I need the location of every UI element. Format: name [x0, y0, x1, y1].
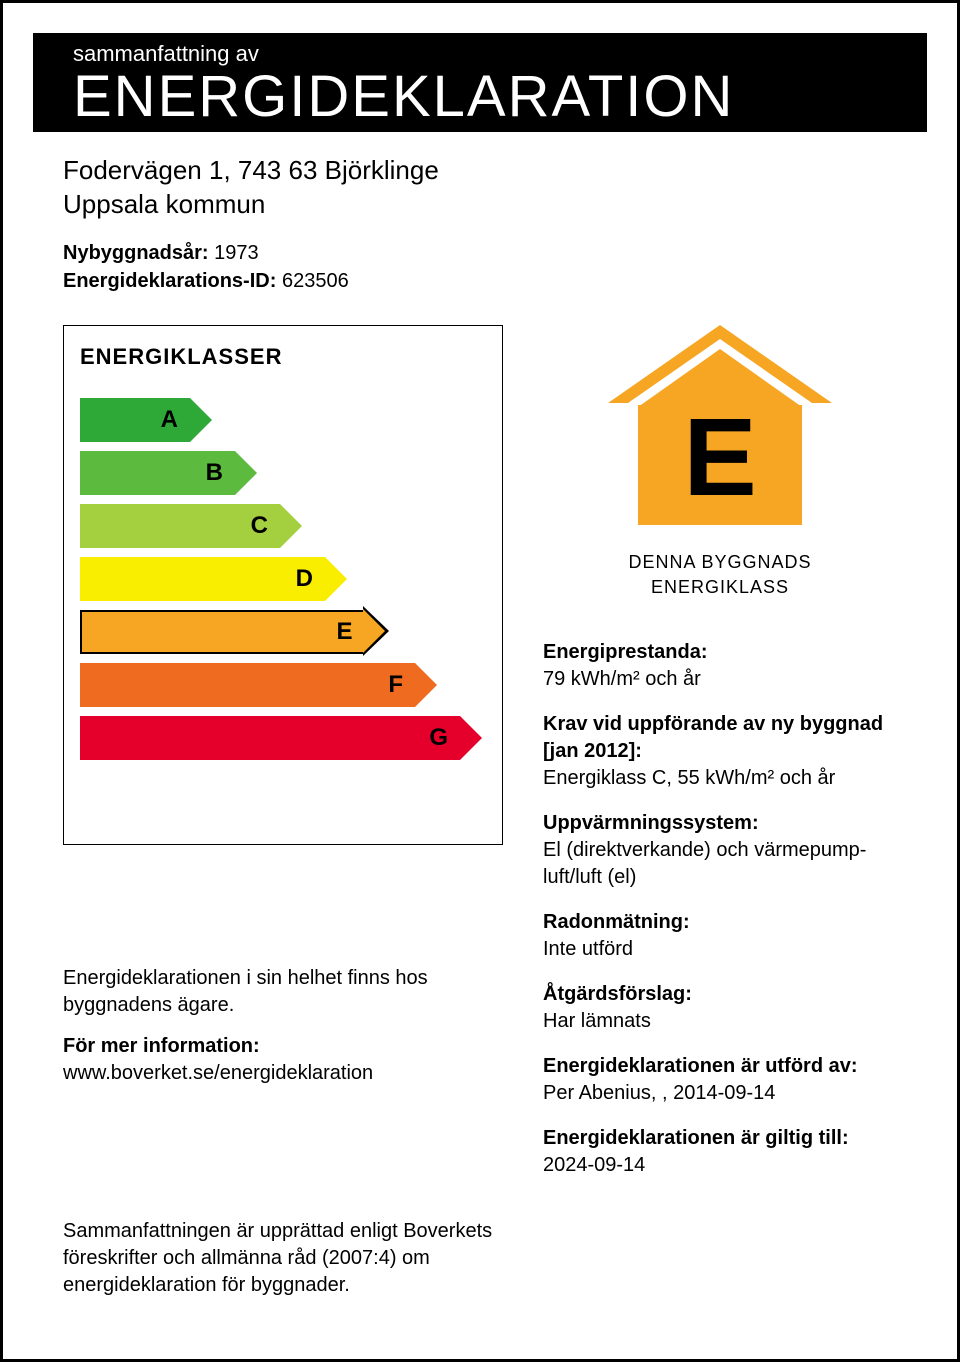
energy-bar-A: A — [80, 398, 486, 442]
meta-year: Nybyggnadsår: 1973 — [63, 239, 897, 267]
info-label: Energideklarationen är giltig till: — [543, 1125, 897, 1152]
energy-bar-label: C — [80, 504, 280, 548]
meta-year-label: Nybyggnadsår: — [63, 242, 209, 264]
content-area: Fodervägen 1, 743 63 Björklinge Uppsala … — [3, 132, 957, 1197]
energy-bar-label: A — [80, 398, 190, 442]
footer-note: Sammanfattningen är upprättad enligt Bov… — [63, 1218, 503, 1299]
energy-bar-label: B — [80, 451, 235, 495]
info-block: Energiprestanda:79 kWh/m² och år — [543, 639, 897, 693]
energy-bar-D: D — [80, 557, 486, 601]
energiklasser-title: ENERGIKLASSER — [80, 344, 486, 370]
meta-year-value: 1973 — [214, 242, 259, 264]
more-info: För mer information: www.boverket.se/ene… — [63, 1033, 503, 1087]
energy-bar-label: G — [80, 716, 460, 760]
left-notes: Energideklarationen i sin helhet finns h… — [63, 965, 503, 1087]
address-block: Fodervägen 1, 743 63 Björklinge Uppsala … — [63, 154, 897, 222]
arrow-head-icon — [415, 663, 437, 707]
meta-id: Energideklarations-ID: 623506 — [63, 267, 897, 295]
two-column-layout: ENERGIKLASSER ABCDEFG Energideklaratione… — [63, 325, 897, 1197]
header-title: ENERGIDEKLARATION — [73, 67, 887, 132]
address-line2: Uppsala kommun — [63, 188, 897, 222]
arrow-head-icon — [280, 504, 302, 548]
info-label: Krav vid uppförande av ny byggnad [jan 2… — [543, 711, 897, 765]
header-banner: sammanfattning av ENERGIDEKLARATION — [33, 33, 927, 132]
owner-note: Energideklarationen i sin helhet finns h… — [63, 965, 503, 1019]
energy-bar-label: E — [80, 610, 365, 654]
info-block: Uppvärmningssystem:El (direktverkande) o… — [543, 810, 897, 891]
energy-bar-C: C — [80, 504, 486, 548]
house-svg: E — [600, 325, 840, 535]
meta-id-label: Energideklarations-ID: — [63, 270, 276, 292]
info-value: Per Abenius, , 2014-09-14 — [543, 1080, 897, 1107]
house-letter: E — [683, 396, 756, 519]
info-value: Har lämnats — [543, 1008, 897, 1035]
more-info-label: För mer information: — [63, 1035, 260, 1057]
info-label: Radonmätning: — [543, 909, 897, 936]
info-list: Energiprestanda:79 kWh/m² och år Krav vid… — [543, 639, 897, 1179]
house-icon: E — [600, 325, 840, 540]
info-value: 79 kWh/m² och år — [543, 666, 897, 693]
left-column: ENERGIKLASSER ABCDEFG Energideklaratione… — [63, 325, 503, 1197]
energy-bar-label: D — [80, 557, 325, 601]
energy-bar-E: E — [80, 610, 486, 654]
info-label: Energiprestanda: — [543, 639, 897, 666]
info-label: Uppvärmningssystem: — [543, 810, 897, 837]
info-label: Åtgärdsförslag: — [543, 981, 897, 1008]
energy-bar-label: F — [80, 663, 415, 707]
info-value: Inte utförd — [543, 936, 897, 963]
page: sammanfattning av ENERGIDEKLARATION Fode… — [0, 0, 960, 1362]
house-caption-line2: ENERGIKLASS — [651, 577, 789, 597]
info-block: Krav vid uppförande av ny byggnad [jan 2… — [543, 711, 897, 792]
info-block: Energideklarationen är giltig till:2024-… — [543, 1125, 897, 1179]
arrow-head-icon — [190, 398, 212, 442]
info-block: Åtgärdsförslag:Har lämnats — [543, 981, 897, 1035]
info-value: Energiklass C, 55 kWh/m² och år — [543, 765, 897, 792]
energiklasser-box: ENERGIKLASSER ABCDEFG — [63, 325, 503, 845]
info-block: Energideklarationen är utförd av:Per Abe… — [543, 1053, 897, 1107]
arrow-head-icon — [460, 716, 482, 760]
arrow-head-icon — [325, 557, 347, 601]
address-line1: Fodervägen 1, 743 63 Björklinge — [63, 154, 897, 188]
right-column: E DENNA BYGGNADS ENERGIKLASS Energiprest… — [543, 325, 897, 1197]
meta-block: Nybyggnadsår: 1973 Energideklarations-ID… — [63, 239, 897, 295]
info-label: Energideklarationen är utförd av: — [543, 1053, 897, 1080]
energy-bar-F: F — [80, 663, 486, 707]
energy-bars: ABCDEFG — [80, 398, 486, 760]
energy-bar-B: B — [80, 451, 486, 495]
more-info-url: www.boverket.se/energideklaration — [63, 1062, 373, 1084]
info-block: Radonmätning:Inte utförd — [543, 909, 897, 963]
info-value: El (direktverkande) och värmepump-luft/l… — [543, 837, 897, 891]
info-value: 2024-09-14 — [543, 1152, 897, 1179]
house-caption: DENNA BYGGNADS ENERGIKLASS — [543, 550, 897, 599]
arrow-head-icon — [235, 451, 257, 495]
energy-bar-G: G — [80, 716, 486, 760]
house-caption-line1: DENNA BYGGNADS — [628, 552, 811, 572]
meta-id-value: 623506 — [282, 270, 349, 292]
